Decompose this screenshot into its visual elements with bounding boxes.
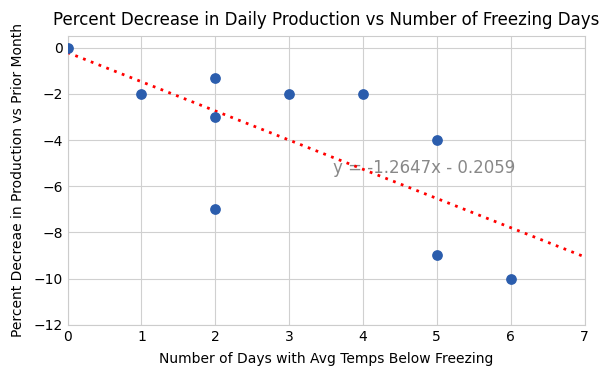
Point [211, 75, 220, 81]
Point [137, 91, 146, 97]
Y-axis label: Percent Decreae in Production vs Prior Month: Percent Decreae in Production vs Prior M… [11, 23, 25, 337]
Point [211, 114, 220, 120]
Point [284, 91, 294, 97]
X-axis label: Number of Days with Avg Temps Below Freezing: Number of Days with Avg Temps Below Free… [159, 352, 493, 366]
Point [63, 45, 73, 51]
Point [358, 91, 368, 97]
Point [211, 206, 220, 212]
Point [506, 276, 515, 282]
Title: Percent Decrease in Daily Production vs Number of Freezing Days: Percent Decrease in Daily Production vs … [53, 11, 599, 29]
Text: y = -1.2647x - 0.2059: y = -1.2647x - 0.2059 [334, 159, 515, 177]
Point [432, 253, 442, 259]
Point [432, 137, 442, 143]
